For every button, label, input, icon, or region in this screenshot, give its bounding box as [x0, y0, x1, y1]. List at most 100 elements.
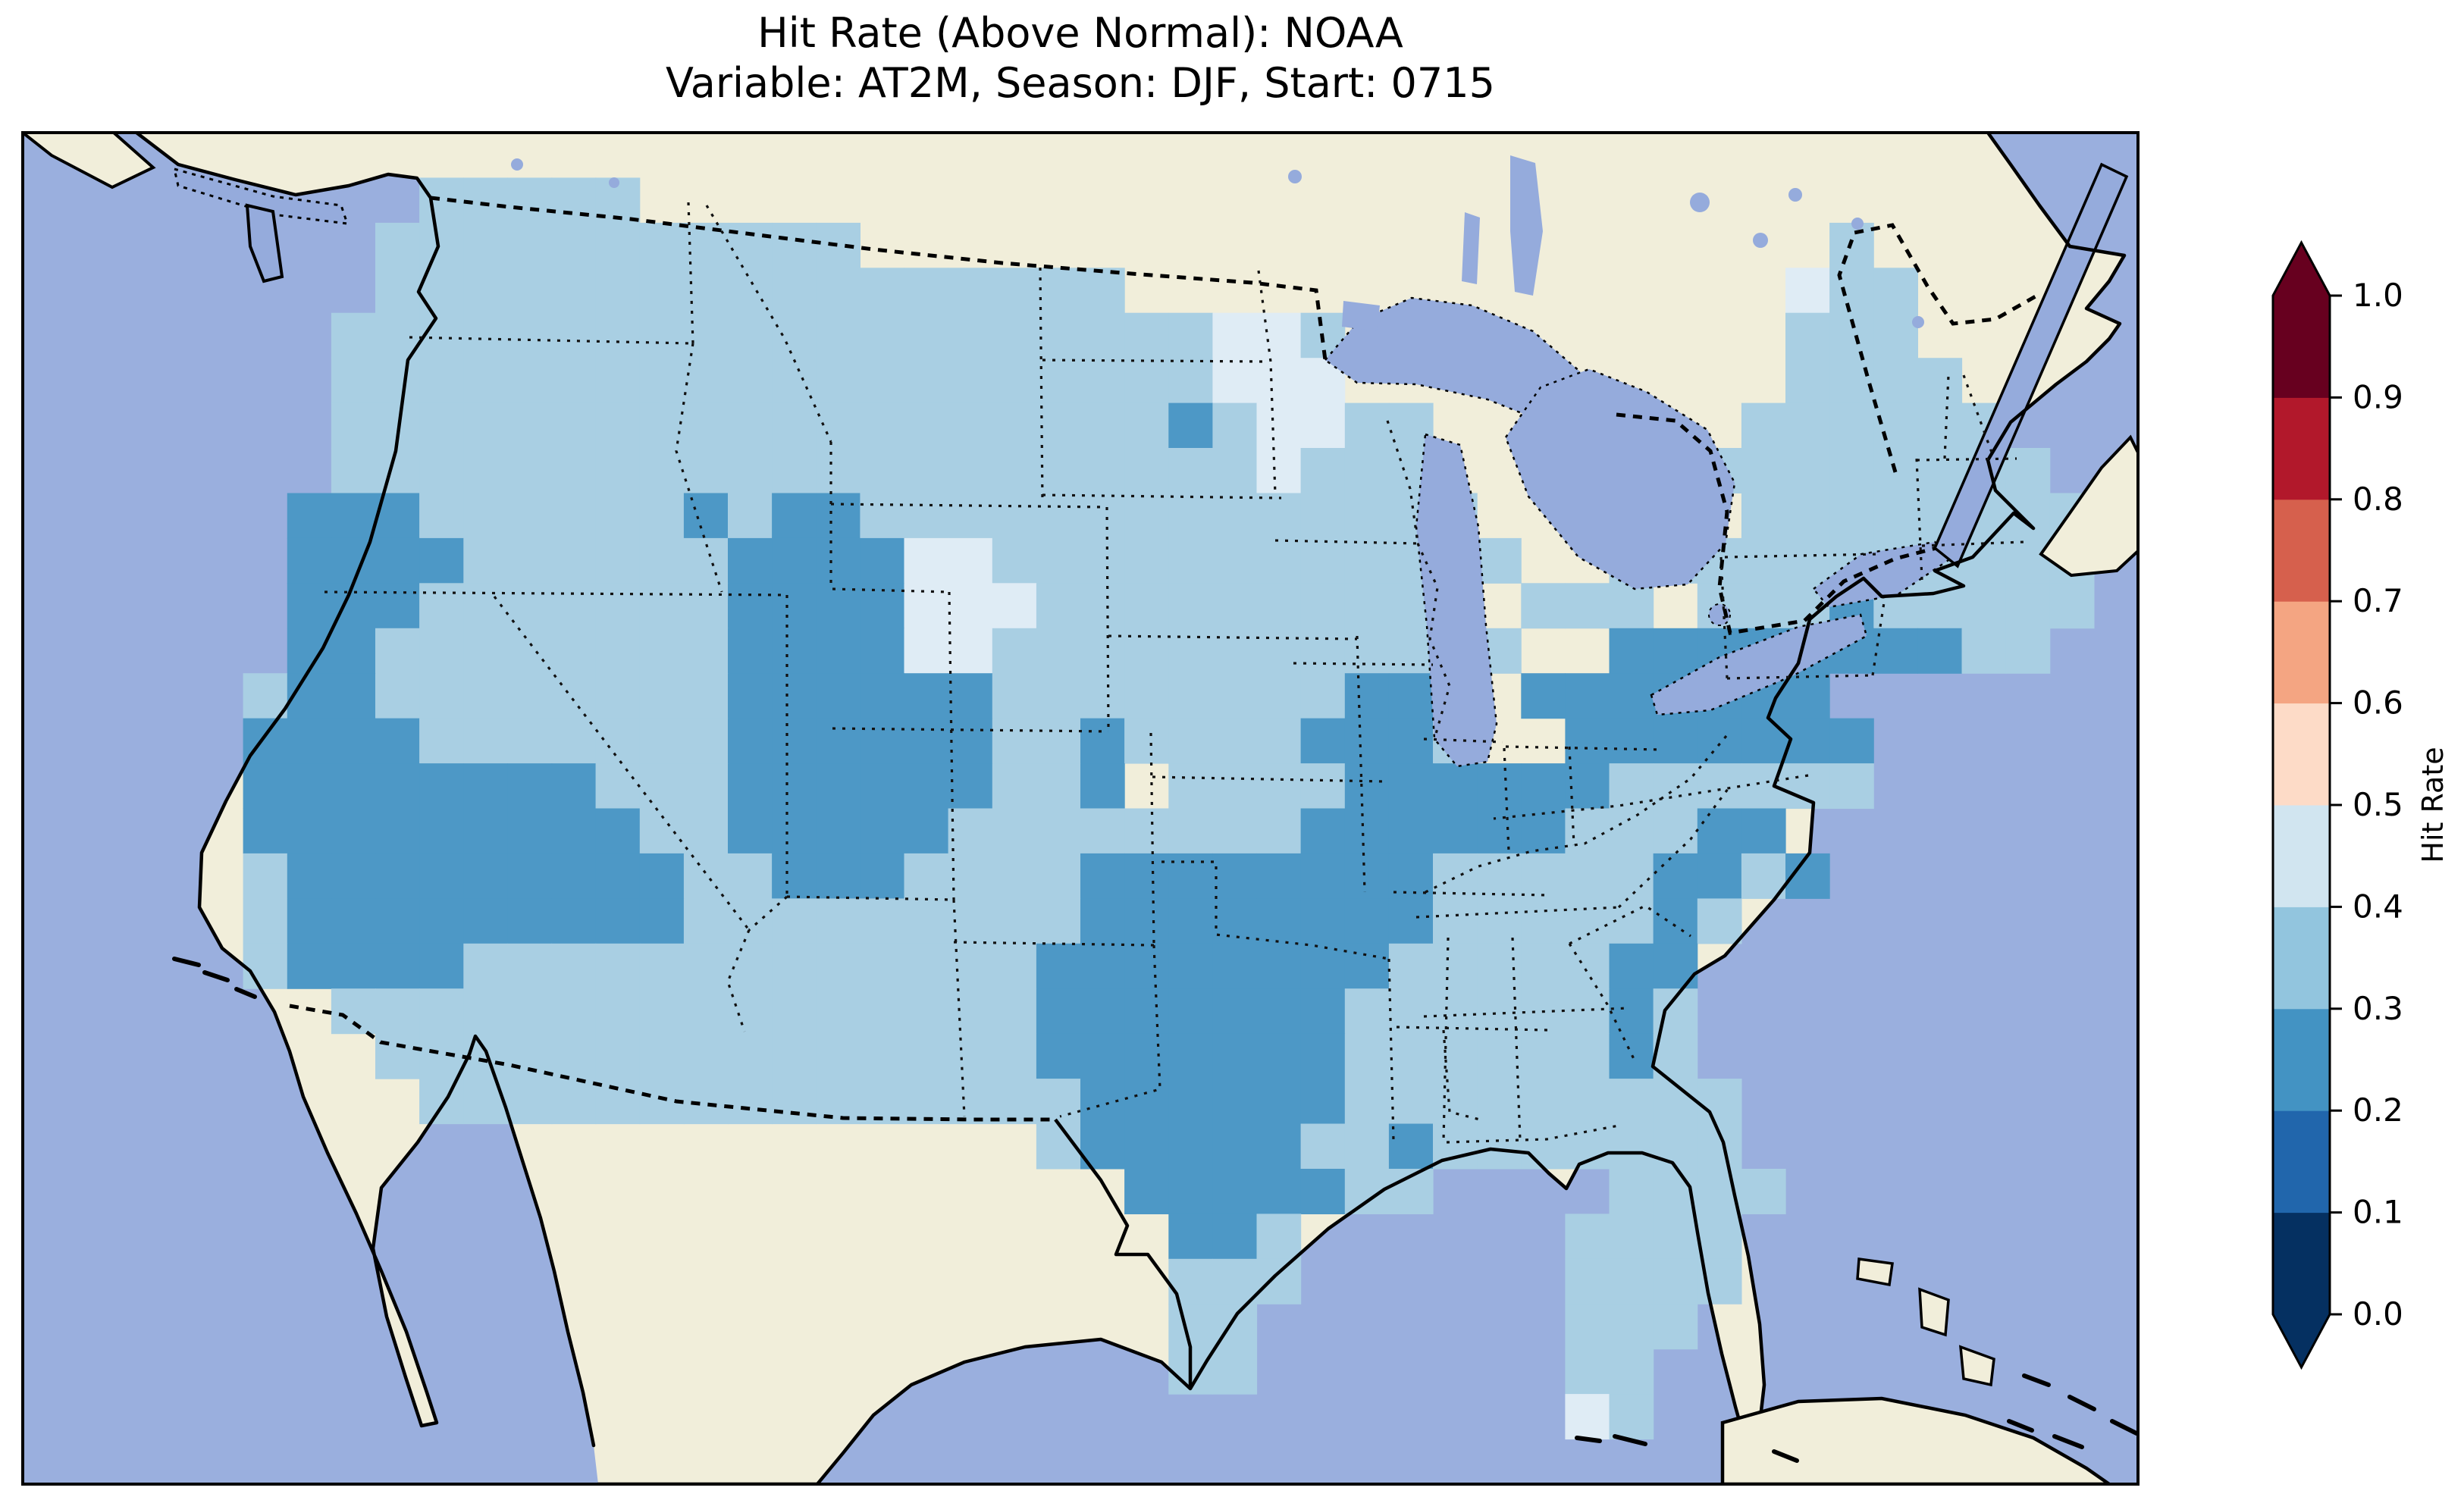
hit-rate-cell — [331, 312, 376, 359]
hit-rate-cell — [904, 358, 949, 404]
hit-rate-cell — [419, 673, 464, 719]
hit-rate-cell — [1212, 718, 1258, 764]
hit-rate-cell — [1785, 312, 1830, 359]
hit-rate-cell — [1124, 448, 1169, 493]
hit-rate-cell — [904, 988, 949, 1035]
hit-rate-cell — [1433, 853, 1478, 899]
hit-rate-cell — [772, 853, 817, 899]
colorbar-tick-label: 0.5 — [2353, 786, 2403, 823]
hit-rate-cell — [1124, 1169, 1169, 1214]
hit-rate-cell — [1388, 943, 1434, 989]
hit-rate-cell — [1829, 448, 1874, 493]
hit-rate-cell — [904, 583, 949, 629]
hit-rate-cell — [375, 628, 420, 674]
hit-rate-cell — [1212, 1079, 1258, 1125]
hit-rate-cell — [595, 537, 641, 584]
hit-rate-cell — [728, 943, 773, 989]
hit-rate-cell — [1741, 718, 1786, 764]
hit-rate-cell — [551, 493, 597, 539]
hit-rate-cell — [1697, 898, 1742, 944]
hit-rate-cell — [331, 988, 376, 1035]
hit-rate-cell — [992, 853, 1037, 899]
hit-rate-cell — [1785, 448, 1830, 493]
hit-rate-cell — [1433, 898, 1478, 944]
hit-rate-cell — [1036, 358, 1081, 404]
hit-rate-cell — [1477, 943, 1522, 989]
hit-rate-cell — [1785, 673, 1830, 719]
hit-rate-cell — [639, 943, 685, 989]
hit-rate-cell — [1785, 358, 1830, 404]
colorbar-tick-label: 0.7 — [2353, 582, 2403, 619]
hit-rate-cell — [551, 943, 597, 989]
hit-rate-cell — [860, 1079, 905, 1125]
hit-rate-cell — [1653, 898, 1698, 944]
hit-rate-cell — [683, 988, 729, 1035]
hit-rate-cell — [1344, 628, 1390, 674]
hit-rate-cell — [595, 853, 641, 899]
hit-rate-cell — [331, 583, 376, 629]
hit-rate-cell — [639, 988, 685, 1035]
hit-rate-cell — [1344, 493, 1390, 539]
hit-rate-cell — [1521, 853, 1566, 899]
colorbar-segment — [2273, 499, 2330, 602]
hit-rate-cell — [904, 673, 949, 719]
hit-rate-cell — [1036, 1079, 1081, 1125]
hit-rate-cell — [507, 718, 553, 764]
hit-rate-cell — [1256, 898, 1302, 944]
hit-rate-cell — [1609, 1258, 1654, 1304]
hit-rate-cell — [772, 628, 817, 674]
hit-rate-cell — [639, 1033, 685, 1079]
hit-rate-cell — [375, 358, 420, 404]
hit-rate-cell — [1565, 1348, 1610, 1395]
hit-rate-cell — [419, 402, 464, 449]
hit-rate-cell — [772, 448, 817, 493]
hit-rate-cell — [1080, 718, 1125, 764]
hit-rate-cell — [860, 853, 905, 899]
hit-rate-cell — [1256, 402, 1302, 449]
hit-rate-cell — [463, 898, 508, 944]
hit-rate-cell — [1433, 808, 1478, 854]
hit-rate-cell — [1829, 358, 1874, 404]
hit-rate-cell — [728, 222, 773, 268]
hit-rate-cell — [1344, 448, 1390, 493]
hit-rate-cell — [816, 628, 861, 674]
hit-rate-cell — [639, 222, 685, 268]
hit-rate-cell — [1829, 718, 1874, 764]
hit-rate-cell — [816, 402, 861, 449]
hit-rate-cell — [948, 628, 993, 674]
hit-rate-cell — [1344, 1079, 1390, 1125]
hit-rate-cell — [1124, 718, 1169, 764]
hit-rate-cell — [860, 493, 905, 539]
hit-rate-cell — [860, 898, 905, 944]
hit-rate-cell — [1212, 537, 1258, 584]
hit-rate-cell — [1741, 808, 1786, 854]
hit-rate-cell — [1168, 1079, 1213, 1125]
colorbar-segment — [2273, 296, 2330, 398]
hit-rate-cell — [639, 448, 685, 493]
hit-rate-cell — [1124, 312, 1169, 359]
hit-rate-cell — [728, 1079, 773, 1125]
hit-rate-cell — [595, 358, 641, 404]
hit-rate-cell — [728, 673, 773, 719]
hit-rate-cell — [1256, 493, 1302, 539]
hit-rate-cell — [1697, 1079, 1742, 1125]
hit-rate-cell — [816, 312, 861, 359]
hit-rate-cell — [772, 222, 817, 268]
hit-rate-cell — [992, 628, 1037, 674]
hit-rate-cell — [1609, 628, 1654, 674]
hit-rate-cell — [375, 583, 420, 629]
hit-rate-cell — [507, 673, 553, 719]
hit-rate-cell — [992, 493, 1037, 539]
hit-rate-cell — [683, 808, 729, 854]
hit-rate-cell — [683, 718, 729, 764]
hit-rate-cell — [287, 763, 332, 810]
hit-rate-cell — [1168, 358, 1213, 404]
hit-rate-cell — [1124, 853, 1169, 899]
hit-rate-cell — [507, 537, 553, 584]
hit-rate-cell — [1080, 583, 1125, 629]
hit-rate-cell — [1168, 718, 1213, 764]
hit-rate-cell — [375, 448, 420, 493]
hit-rate-cell — [1653, 808, 1698, 854]
colorbar: 1.0 0.9 0.8 0.7 0.6 0.5 0.4 0.3 0.2 0.1 0.0 — [2271, 240, 2403, 1370]
hit-rate-cell — [1300, 537, 1346, 584]
